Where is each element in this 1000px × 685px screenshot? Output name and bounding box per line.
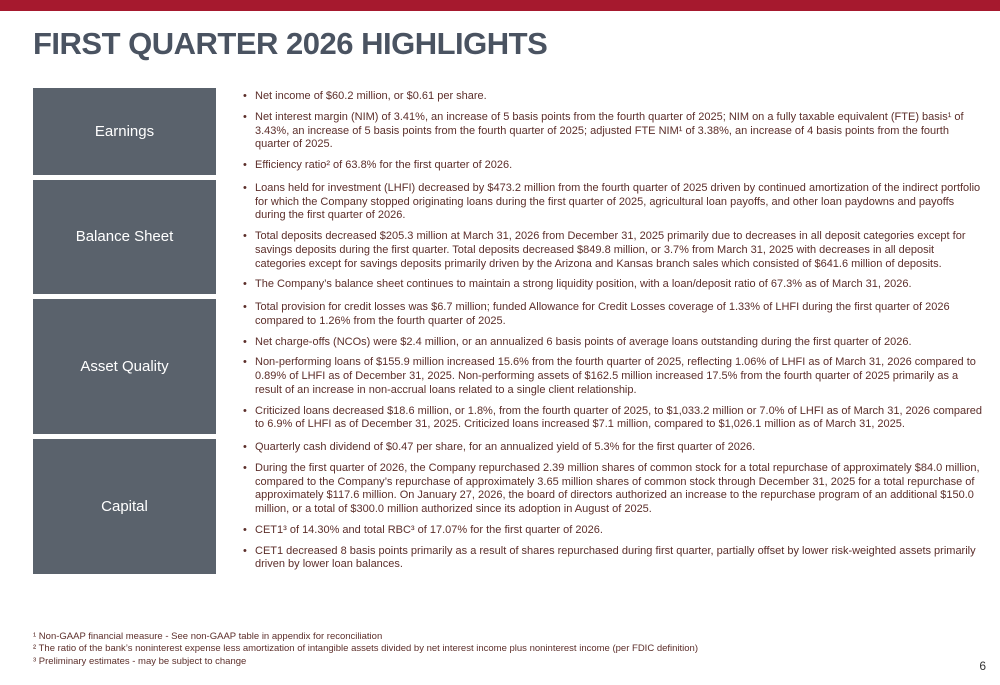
section-row-balance-sheet: Balance Sheet Loans held for investment … xyxy=(33,179,986,294)
section-label-asset-quality: Asset Quality xyxy=(33,299,216,434)
section-row-capital: Capital Quarterly cash dividend of $0.47… xyxy=(33,439,986,574)
bullet-item: Criticized loans decreased $18.6 million… xyxy=(240,405,982,433)
footnote-1: ¹ Non-GAAP financial measure - See non-G… xyxy=(33,630,383,642)
footnotes: ¹ Non-GAAP financial measure - See non-G… xyxy=(33,631,940,669)
bullet-item: CET1 decreased 8 basis points primarily … xyxy=(240,545,982,573)
bullet-item: During the first quarter of 2026, the Co… xyxy=(240,462,982,517)
section-row-asset-quality: Asset Quality Total provision for credit… xyxy=(33,299,986,434)
top-accent-bar xyxy=(0,0,1000,11)
bullet-list-balance-sheet: Loans held for investment (LHFI) decreas… xyxy=(240,180,986,294)
page-title: FIRST QUARTER 2026 HIGHLIGHTS xyxy=(33,26,548,61)
bullet-item: Net charge-offs (NCOs) were $2.4 million… xyxy=(240,336,982,350)
bullet-item: CET1³ of 14.30% and total RBC³ of 17.07%… xyxy=(240,524,982,538)
bullet-item: Total deposits decreased $205.3 million … xyxy=(240,230,982,271)
footnote-2: ² The ratio of the bank’s noninterest ex… xyxy=(33,643,699,655)
bullet-item: Efficiency ratio² of 63.8% for the first… xyxy=(240,159,982,173)
bullet-list-capital: Quarterly cash dividend of $0.47 per sha… xyxy=(240,439,986,574)
highlight-sections: Earnings Net income of $60.2 million, or… xyxy=(33,88,986,574)
footnote-3: ³ Preliminary estimates - may be subject… xyxy=(33,656,247,668)
section-row-earnings: Earnings Net income of $60.2 million, or… xyxy=(33,88,986,175)
bullet-list-earnings: Net income of $60.2 million, or $0.61 pe… xyxy=(240,88,986,175)
section-label-balance-sheet: Balance Sheet xyxy=(33,179,216,294)
bullet-item: The Company’s balance sheet continues to… xyxy=(240,278,982,292)
bullet-item: Loans held for investment (LHFI) decreas… xyxy=(240,182,982,223)
section-label-earnings: Earnings xyxy=(33,88,216,175)
section-label-capital: Capital xyxy=(33,439,216,574)
bullet-item: Total provision for credit losses was $6… xyxy=(240,301,982,329)
bullet-item: Quarterly cash dividend of $0.47 per sha… xyxy=(240,441,982,455)
bullet-item: Net interest margin (NIM) of 3.41%, an i… xyxy=(240,111,982,152)
bullet-list-asset-quality: Total provision for credit losses was $6… xyxy=(240,299,986,434)
page-number: 6 xyxy=(979,659,986,673)
bullet-item: Non-performing loans of $155.9 million i… xyxy=(240,356,982,397)
bullet-item: Net income of $60.2 million, or $0.61 pe… xyxy=(240,90,982,104)
